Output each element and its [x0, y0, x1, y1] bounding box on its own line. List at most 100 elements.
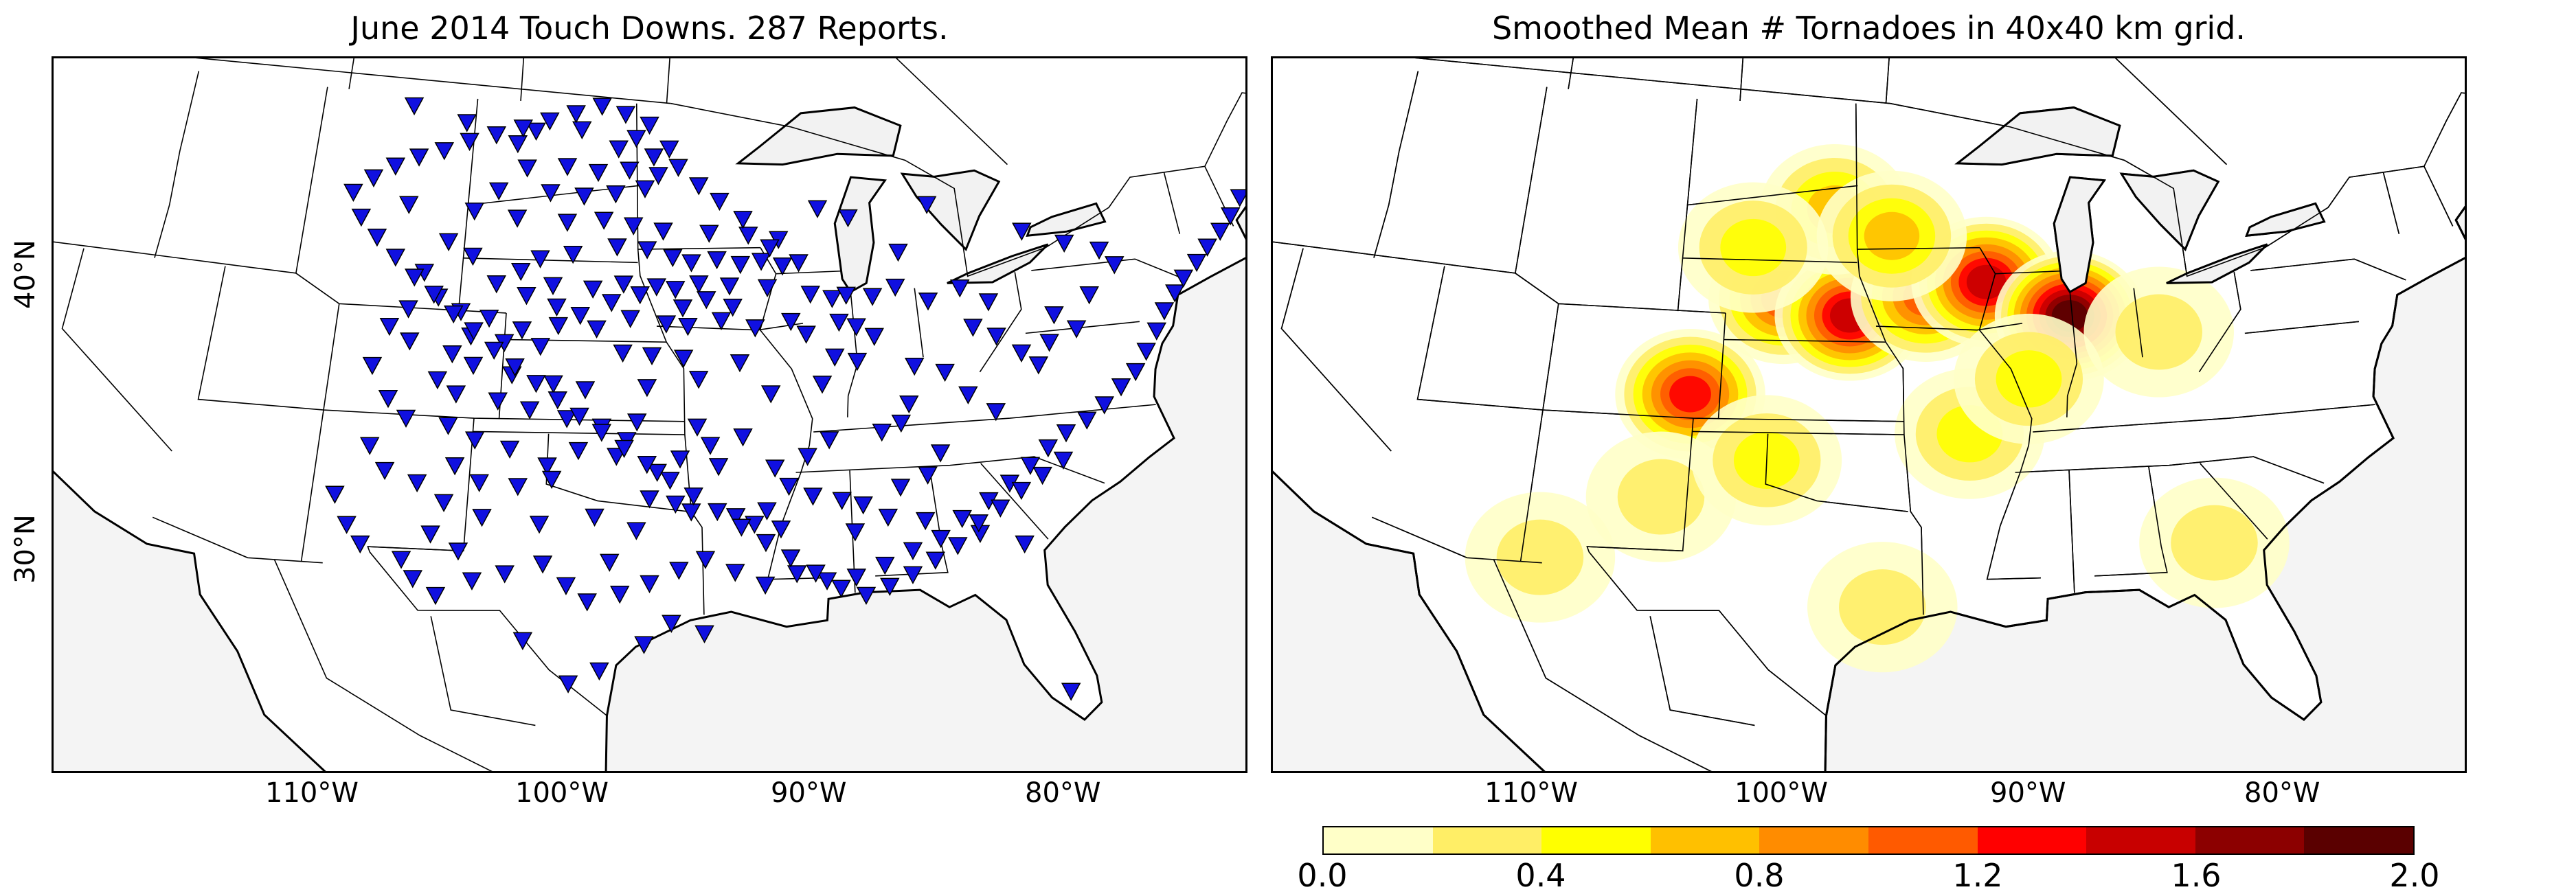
report-marker-250 [540, 112, 560, 131]
report-marker-206 [609, 586, 630, 604]
report-marker-258 [343, 183, 363, 203]
report-marker-211 [755, 576, 776, 595]
report-marker-67 [678, 318, 698, 336]
report-marker-26 [738, 227, 758, 245]
report-marker-141 [779, 477, 799, 496]
boundary-line-34 [1371, 516, 1542, 564]
boundary-line-32 [2424, 165, 2454, 227]
report-marker-63 [548, 317, 569, 336]
report-marker-13 [488, 182, 509, 200]
boundary-line-39 [1885, 58, 1890, 104]
boundary-line-40 [895, 58, 1008, 165]
report-marker-255 [409, 148, 429, 167]
report-marker-41 [530, 250, 550, 268]
report-marker-123 [448, 542, 468, 561]
boundary-line-35 [273, 559, 493, 771]
report-marker-114 [725, 508, 746, 527]
report-marker-288 [991, 499, 1010, 518]
boundary-line-22 [1995, 270, 2061, 275]
report-marker-156 [1011, 344, 1032, 363]
boundary-line-38 [1739, 58, 1744, 101]
report-marker-256 [385, 157, 406, 176]
report-marker-231 [1165, 284, 1185, 303]
report-marker-226 [1111, 378, 1131, 397]
colorbar-segment-0 [1324, 827, 1433, 853]
boundary-line-5 [1280, 248, 1392, 452]
report-marker-56 [885, 278, 905, 297]
boundary-line-2 [154, 71, 200, 258]
report-marker-143 [832, 492, 852, 510]
boundary-line-23 [2198, 272, 2241, 373]
report-marker-131 [757, 502, 777, 520]
boundary-line-12 [1682, 257, 1857, 264]
boundary-line-37 [1568, 58, 1574, 89]
report-marker-45 [583, 280, 603, 299]
report-marker-289 [1011, 481, 1032, 501]
report-marker-46 [613, 275, 634, 294]
report-marker-65 [620, 310, 640, 328]
report-marker-86 [812, 376, 833, 394]
report-marker-263 [424, 286, 444, 304]
report-marker-246 [640, 116, 659, 135]
great-lake-4 [1026, 202, 1107, 237]
report-marker-266 [484, 341, 504, 360]
colorbar-tick-3: 1.2 [1952, 857, 2003, 894]
density-contour-14-1 [1839, 569, 1926, 645]
report-marker-127 [694, 625, 714, 643]
report-marker-215 [875, 556, 895, 575]
report-marker-172 [781, 312, 801, 332]
density-contour-7-3 [1864, 211, 1920, 260]
report-marker-36 [707, 251, 727, 270]
report-marker-82 [575, 381, 596, 400]
report-marker-103 [568, 442, 589, 461]
report-marker-227 [1125, 363, 1146, 382]
right-map-panel [1271, 56, 2467, 773]
report-marker-61 [479, 309, 499, 328]
report-marker-146 [918, 466, 938, 485]
report-marker-223 [1056, 424, 1076, 443]
report-marker-182 [486, 275, 507, 294]
report-marker-105 [469, 474, 489, 492]
report-marker-171 [796, 325, 816, 344]
report-marker-15 [574, 187, 594, 206]
left-map-panel [52, 56, 1247, 773]
left-lon-label-110w: 110°W [265, 777, 359, 809]
report-marker-195 [325, 485, 345, 504]
report-marker-249 [566, 105, 586, 124]
report-marker-197 [350, 535, 370, 554]
colorbar [1322, 826, 2415, 855]
report-marker-150 [765, 459, 785, 478]
boundary-line-16 [1765, 433, 1908, 512]
report-marker-236 [1220, 207, 1241, 226]
report-marker-254 [434, 142, 455, 161]
report-marker-237 [1230, 189, 1245, 207]
report-marker-116 [845, 523, 866, 542]
report-marker-93 [556, 410, 577, 428]
report-marker-72 [613, 344, 633, 363]
report-marker-133 [708, 458, 729, 477]
report-marker-233 [1186, 253, 1207, 273]
report-marker-201 [462, 572, 482, 591]
report-marker-285 [925, 551, 946, 570]
report-marker-85 [760, 385, 781, 404]
boundary-line-29 [2244, 321, 2359, 334]
report-marker-5 [508, 135, 528, 154]
report-marker-168 [846, 318, 866, 336]
boundary-line-40 [2114, 58, 2227, 165]
report-marker-22 [594, 211, 614, 230]
report-marker-179 [570, 306, 590, 325]
report-marker-52 [800, 286, 820, 304]
colorbar-segment-7 [2086, 827, 2195, 853]
report-marker-37 [730, 255, 751, 275]
report-marker-164 [1105, 256, 1125, 275]
boundary-line-24 [2033, 404, 2375, 433]
report-marker-177 [630, 286, 651, 305]
boundary-line-3 [1514, 87, 1726, 314]
report-marker-210 [725, 564, 745, 582]
report-marker-193 [359, 437, 380, 455]
report-marker-284 [903, 566, 923, 584]
report-marker-271 [591, 424, 612, 442]
report-marker-54 [836, 286, 856, 305]
colorbar-segment-4 [1759, 827, 1868, 853]
report-marker-130 [1061, 683, 1081, 701]
